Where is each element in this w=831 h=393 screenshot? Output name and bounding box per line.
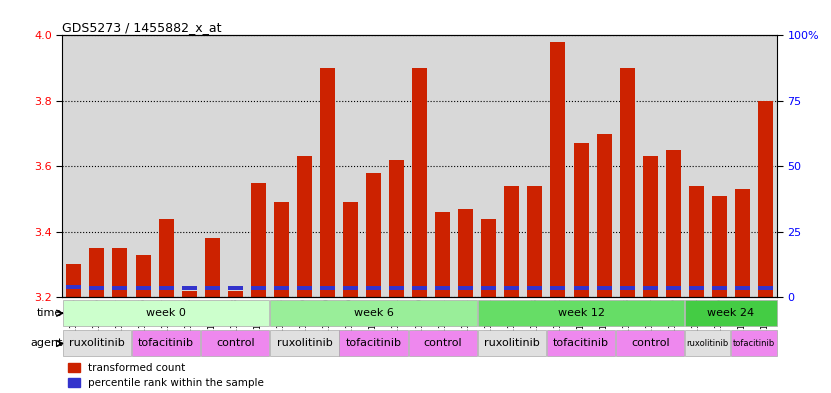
- Bar: [204, 238, 219, 297]
- Bar: [320, 68, 335, 297]
- FancyBboxPatch shape: [339, 331, 408, 356]
- Bar: [666, 150, 681, 297]
- Bar: [712, 286, 727, 290]
- FancyBboxPatch shape: [731, 331, 776, 356]
- Text: tofacitinib: tofacitinib: [346, 338, 401, 349]
- Bar: [297, 156, 312, 297]
- Bar: [204, 286, 219, 290]
- Bar: [573, 143, 588, 297]
- Bar: [135, 286, 150, 290]
- Bar: [458, 286, 473, 290]
- FancyBboxPatch shape: [547, 331, 615, 356]
- Bar: [412, 68, 427, 297]
- Bar: [550, 286, 565, 290]
- Bar: [182, 290, 197, 297]
- FancyBboxPatch shape: [686, 331, 730, 356]
- Text: tofacitinib: tofacitinib: [138, 338, 194, 349]
- Text: control: control: [631, 338, 670, 349]
- Text: control: control: [216, 338, 254, 349]
- Bar: [573, 286, 588, 290]
- FancyBboxPatch shape: [63, 300, 269, 326]
- Bar: [366, 286, 381, 290]
- Bar: [251, 286, 266, 290]
- Text: week 12: week 12: [558, 308, 604, 318]
- Bar: [735, 189, 750, 297]
- Text: agent: agent: [30, 338, 62, 349]
- Bar: [112, 248, 127, 297]
- Bar: [735, 286, 750, 290]
- Bar: [135, 255, 150, 297]
- Bar: [597, 134, 612, 297]
- Bar: [412, 286, 427, 290]
- Bar: [90, 286, 105, 290]
- Bar: [620, 68, 635, 297]
- Bar: [66, 285, 81, 289]
- Bar: [528, 186, 543, 297]
- FancyBboxPatch shape: [132, 331, 200, 356]
- Bar: [435, 212, 450, 297]
- Bar: [159, 219, 174, 297]
- Bar: [112, 286, 127, 290]
- FancyBboxPatch shape: [270, 331, 338, 356]
- Bar: [90, 248, 105, 297]
- Bar: [620, 286, 635, 290]
- Bar: [458, 209, 473, 297]
- Bar: [528, 286, 543, 290]
- Text: ruxolitinib: ruxolitinib: [277, 338, 332, 349]
- Bar: [597, 286, 612, 290]
- FancyBboxPatch shape: [63, 331, 131, 356]
- Bar: [689, 286, 704, 290]
- Bar: [389, 160, 404, 297]
- Bar: [550, 42, 565, 297]
- Bar: [481, 219, 496, 297]
- Bar: [274, 202, 289, 297]
- Bar: [366, 173, 381, 297]
- Bar: [228, 286, 243, 290]
- Bar: [159, 286, 174, 290]
- Text: GDS5273 / 1455882_x_at: GDS5273 / 1455882_x_at: [62, 21, 222, 34]
- Text: ruxolitinib: ruxolitinib: [484, 338, 540, 349]
- Text: week 24: week 24: [707, 308, 755, 318]
- Text: ruxolitinib: ruxolitinib: [686, 339, 729, 348]
- Bar: [642, 286, 657, 290]
- Bar: [758, 286, 773, 290]
- Bar: [343, 202, 358, 297]
- Bar: [182, 286, 197, 290]
- FancyBboxPatch shape: [409, 331, 477, 356]
- Bar: [389, 286, 404, 290]
- Text: time: time: [37, 308, 62, 318]
- Legend: transformed count, percentile rank within the sample: transformed count, percentile rank withi…: [67, 363, 264, 388]
- Bar: [343, 286, 358, 290]
- Bar: [297, 286, 312, 290]
- Text: tofacitinib: tofacitinib: [733, 339, 775, 348]
- FancyBboxPatch shape: [270, 300, 477, 326]
- Bar: [642, 156, 657, 297]
- Bar: [712, 196, 727, 297]
- Bar: [228, 290, 243, 297]
- Bar: [758, 101, 773, 297]
- Bar: [481, 286, 496, 290]
- Bar: [689, 186, 704, 297]
- Bar: [251, 183, 266, 297]
- FancyBboxPatch shape: [616, 331, 684, 356]
- Text: week 6: week 6: [354, 308, 394, 318]
- Bar: [435, 286, 450, 290]
- Bar: [504, 286, 519, 290]
- Bar: [274, 286, 289, 290]
- FancyBboxPatch shape: [478, 300, 684, 326]
- Bar: [320, 286, 335, 290]
- Text: ruxolitinib: ruxolitinib: [69, 338, 125, 349]
- Bar: [504, 186, 519, 297]
- Text: week 0: week 0: [146, 308, 186, 318]
- Bar: [66, 264, 81, 297]
- FancyBboxPatch shape: [478, 331, 546, 356]
- FancyBboxPatch shape: [686, 300, 776, 326]
- Text: control: control: [424, 338, 462, 349]
- Text: tofacitinib: tofacitinib: [553, 338, 609, 349]
- Bar: [666, 286, 681, 290]
- FancyBboxPatch shape: [201, 331, 269, 356]
